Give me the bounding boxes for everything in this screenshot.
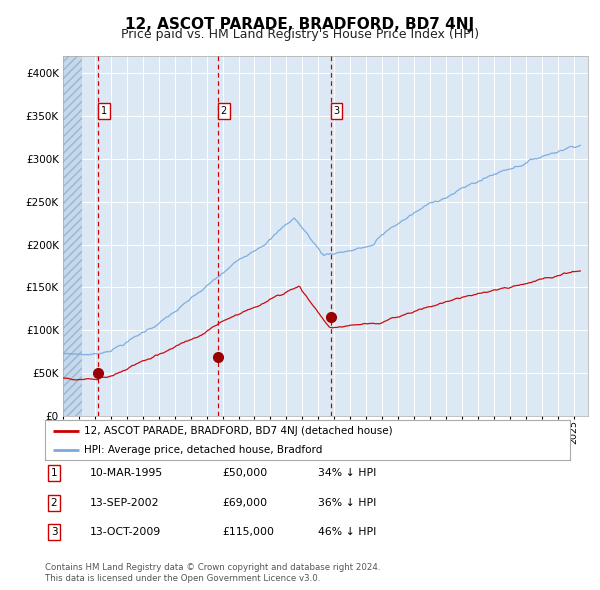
Text: £50,000: £50,000 xyxy=(222,468,267,478)
Text: 12, ASCOT PARADE, BRADFORD, BD7 4NJ (detached house): 12, ASCOT PARADE, BRADFORD, BD7 4NJ (det… xyxy=(85,426,393,436)
Text: 10-MAR-1995: 10-MAR-1995 xyxy=(90,468,163,478)
Text: HPI: Average price, detached house, Bradford: HPI: Average price, detached house, Brad… xyxy=(85,445,323,455)
Bar xyxy=(63,56,82,416)
Text: 34% ↓ HPI: 34% ↓ HPI xyxy=(318,468,376,478)
Text: £69,000: £69,000 xyxy=(222,498,267,507)
Text: 2: 2 xyxy=(221,106,227,116)
Text: This data is licensed under the Open Government Licence v3.0.: This data is licensed under the Open Gov… xyxy=(45,574,320,583)
Text: 13-SEP-2002: 13-SEP-2002 xyxy=(90,498,160,507)
Text: 13-OCT-2009: 13-OCT-2009 xyxy=(90,527,161,537)
Text: 36% ↓ HPI: 36% ↓ HPI xyxy=(318,498,376,507)
Text: Price paid vs. HM Land Registry's House Price Index (HPI): Price paid vs. HM Land Registry's House … xyxy=(121,28,479,41)
Text: 1: 1 xyxy=(50,468,58,478)
Text: 3: 3 xyxy=(50,527,58,537)
Text: £115,000: £115,000 xyxy=(222,527,274,537)
Text: 2: 2 xyxy=(50,498,58,507)
Text: 46% ↓ HPI: 46% ↓ HPI xyxy=(318,527,376,537)
Text: 1: 1 xyxy=(101,106,107,116)
Text: Contains HM Land Registry data © Crown copyright and database right 2024.: Contains HM Land Registry data © Crown c… xyxy=(45,563,380,572)
Text: 3: 3 xyxy=(334,106,340,116)
Text: 12, ASCOT PARADE, BRADFORD, BD7 4NJ: 12, ASCOT PARADE, BRADFORD, BD7 4NJ xyxy=(125,17,475,31)
